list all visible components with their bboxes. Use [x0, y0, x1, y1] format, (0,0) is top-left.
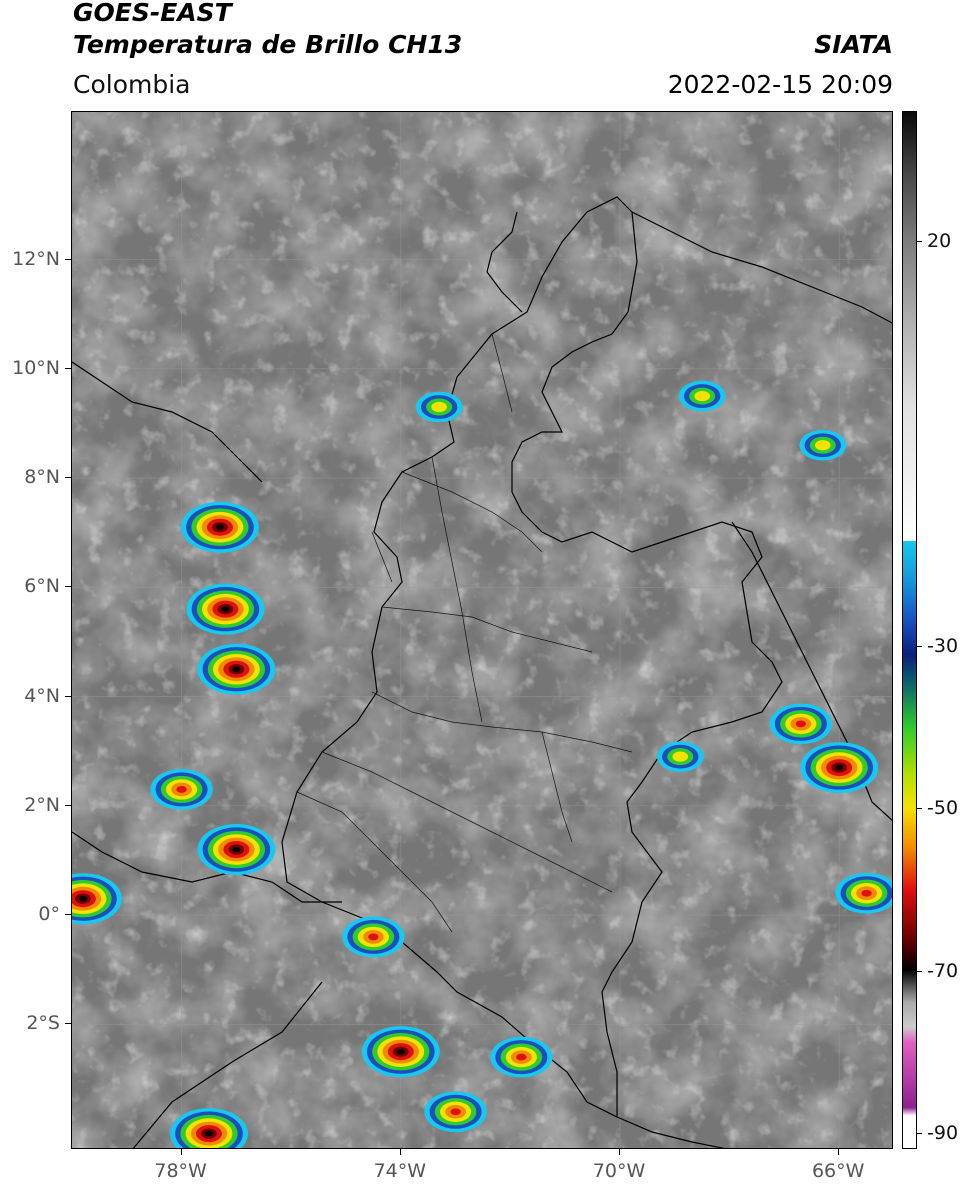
storm-cell-17: [769, 703, 833, 745]
storm-layer: [232, 846, 241, 853]
lon-tick-mark: [838, 1149, 840, 1155]
country-borders: [72, 196, 892, 1148]
storm-layer: [694, 390, 710, 402]
department-borders: [296, 333, 633, 933]
map-canvas: [72, 112, 892, 1148]
storm-cell-1: [186, 583, 265, 635]
lat-tick-mark: [65, 914, 71, 916]
storm-layer: [431, 401, 447, 413]
storm-cell-4: [72, 873, 122, 925]
storm-cell-9: [835, 872, 892, 914]
lat-tick-label: 0°: [38, 903, 60, 926]
storm-layer: [450, 1108, 461, 1116]
lon-tick-mark: [619, 1149, 620, 1155]
region-label: Colombia: [73, 70, 191, 99]
storm-cell-6: [361, 1026, 440, 1078]
storm-cell-8: [800, 742, 879, 794]
storm-cell-10: [415, 391, 463, 423]
storm-layer: [176, 786, 187, 793]
storm-layer: [861, 889, 872, 897]
colorbar-tick-label: -30: [927, 635, 959, 658]
lat-tick-label: 2°S: [26, 1012, 60, 1035]
graticule: [72, 112, 892, 1148]
colorbar-tick-label: 20: [927, 229, 952, 252]
storm-cell-16: [656, 741, 704, 772]
lat-tick-mark: [65, 695, 71, 697]
storm-layer: [368, 933, 379, 941]
colorbar-tick-label: -50: [927, 797, 959, 820]
storm-layer: [205, 1131, 213, 1137]
agency-label: SIATA: [814, 30, 893, 59]
lat-tick-label: 2°N: [24, 793, 60, 816]
storm-cell-0: [180, 501, 259, 553]
cloud-texture-fine: [72, 112, 892, 1148]
lat-tick-label: 10°N: [12, 356, 60, 379]
storm-cell-15: [424, 1091, 487, 1133]
storm-cell-13: [150, 769, 213, 810]
storm-layer: [232, 666, 241, 672]
lat-tick-mark: [65, 477, 71, 479]
colorbar-tick-mark: [917, 970, 922, 972]
colorbar-tick-label: -90: [927, 1121, 959, 1144]
storm-cell-2: [197, 643, 276, 695]
storm-layer: [516, 1053, 527, 1061]
satellite-map[interactable]: [71, 111, 893, 1149]
storm-layer: [396, 1049, 405, 1055]
lat-tick-mark: [65, 804, 71, 806]
lat-tick-label: 12°N: [12, 247, 60, 270]
storm-cell-12: [799, 429, 847, 461]
storm-cell-5: [342, 916, 405, 958]
colorbar-tick-mark: [917, 808, 922, 810]
storm-cell-3: [197, 824, 276, 876]
lon-tick-label: 70°W: [592, 1160, 646, 1182]
colorbar-tick-label: -70: [927, 959, 959, 982]
storm-layer: [814, 440, 831, 451]
lat-tick-mark: [65, 258, 71, 260]
storm-layer: [216, 524, 224, 530]
storm-cell-14: [170, 1108, 248, 1148]
storm-layer: [672, 751, 689, 762]
lat-tick-mark: [65, 586, 71, 588]
lon-tick-mark: [399, 1149, 401, 1155]
storm-cell-11: [678, 380, 726, 412]
storm-layer: [79, 896, 87, 902]
lat-tick-label: 4°N: [24, 684, 60, 707]
lon-tick-label: 74°W: [373, 1160, 427, 1182]
timestamp-label: 2022-02-15 20:09: [667, 70, 893, 99]
lon-tick-label: 66°W: [811, 1160, 865, 1182]
lat-tick-mark: [65, 1023, 71, 1025]
lon-tick-label: 78°W: [154, 1160, 207, 1182]
colorbar-tick-mark: [917, 646, 922, 648]
map-title: GOES-EAST: [73, 0, 232, 27]
convective-cells: [72, 380, 892, 1148]
colorbar-tick-mark: [917, 1132, 922, 1134]
temperature-colorbar: [902, 111, 917, 1149]
colorbar-tick-mark: [917, 240, 922, 242]
storm-cell-7: [490, 1036, 553, 1078]
storm-layer: [835, 765, 844, 771]
lat-tick-label: 6°N: [24, 575, 60, 598]
lat-tick-mark: [65, 367, 71, 369]
storm-layer: [221, 606, 230, 612]
storm-layer: [795, 720, 807, 728]
lon-tick-mark: [180, 1149, 182, 1155]
lat-tick-label: 8°N: [24, 466, 60, 489]
map-subtitle: Temperatura de Brillo CH13: [73, 30, 463, 59]
